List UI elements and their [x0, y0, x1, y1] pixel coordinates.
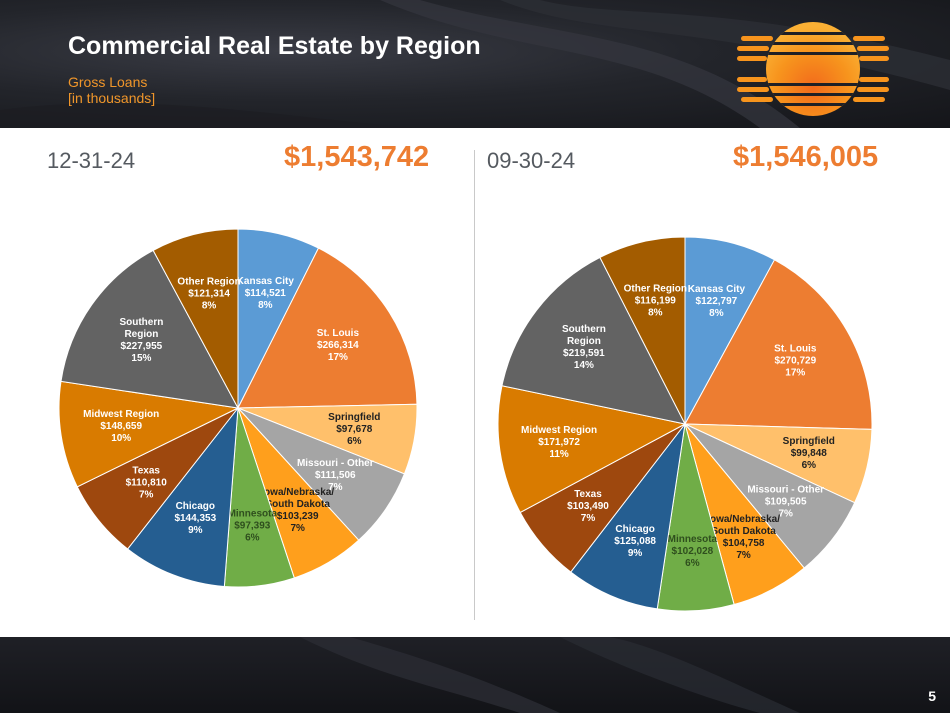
- pie-label-texas: Texas $110,810 7%: [126, 465, 168, 500]
- footer-band: [0, 637, 950, 713]
- pie-slice-other-region: [599, 236, 686, 425]
- pie-label-st-louis: St. Louis $266,314 17%: [317, 328, 360, 363]
- page-number: 5: [928, 688, 936, 704]
- pie-slice-southern-region: [60, 249, 239, 409]
- pie-label-springfield: Springfield $99,848 6%: [783, 436, 835, 471]
- left-chart-total: $1,543,742: [284, 141, 430, 173]
- pie-slice-chicago: [570, 422, 686, 610]
- pie-slice-chicago: [126, 406, 239, 588]
- pie-label-kansas-city: Kansas City $114,521 8%: [237, 276, 295, 311]
- left-chart-date: 12-31-24: [47, 148, 136, 173]
- subtitle-line-1: Gross Loans: [68, 74, 148, 90]
- slide-title: Commercial Real Estate by Region: [68, 32, 481, 60]
- pie-slice-st-louis: [237, 247, 418, 409]
- pie-label-southern-region: Southern Region $227,955 15%: [119, 317, 163, 364]
- company-logo-icon: [737, 22, 889, 116]
- pie-label-other-region: Other Region $121,314 8%: [177, 276, 240, 311]
- slide-subtitle: Gross Loans [in thousands]: [68, 74, 155, 106]
- pie-label-springfield: Springfield $97,678 6%: [328, 412, 380, 447]
- subtitle-line-2: [in thousands]: [68, 90, 156, 106]
- header-band: Commercial Real Estate by Region Gross L…: [0, 0, 950, 128]
- right-chart-total: $1,546,005: [733, 141, 879, 173]
- pie-slice-st-louis: [684, 259, 873, 430]
- pie-label-minnesota: Minnesota $102,028 6%: [668, 534, 718, 569]
- footer-swoosh-decoration: [300, 637, 800, 713]
- pie-label-midwest-region: Midwest Region $148,659 10%: [83, 409, 159, 444]
- pie-label-iowa-nebraska-south-dakota: Iowa/Nebraska/South Dakota $104,758 7%: [707, 514, 780, 561]
- pie-label-texas: Texas $103,490 7%: [567, 489, 609, 524]
- pie-slice-kansas-city: [684, 236, 776, 425]
- pie-label-kansas-city: Kansas City $122,797 8%: [688, 284, 746, 319]
- right-chart-date: 09-30-24: [487, 148, 576, 173]
- pie-label-other-region: Other Region $116,199 8%: [624, 283, 687, 318]
- pie-label-midwest-region: Midwest Region $171,972 11%: [521, 425, 597, 460]
- pie-label-chicago: Chicago $125,088 9%: [614, 524, 656, 559]
- pie-label-chicago: Chicago $144,353 9%: [174, 501, 216, 536]
- pie-label-missouri-other: Missouri - Other $109,505 7%: [747, 485, 824, 520]
- pie-label-minnesota: Minnesota $97,393 6%: [228, 508, 278, 543]
- chart-divider: [474, 150, 475, 620]
- pie-label-st-louis: St. Louis $270,729 17%: [774, 344, 817, 379]
- header-swoosh-decoration: [0, 0, 950, 128]
- pie-label-missouri-other: Missouri - Other $111,506 7%: [297, 458, 374, 493]
- pie-label-iowa-nebraska-south-dakota: Iowa/Nebraska/South Dakota $103,239 7%: [261, 487, 334, 534]
- pie-slice-midwest-region: [58, 380, 240, 488]
- pie-label-southern-region: Southern Region $219,591 14%: [562, 324, 606, 371]
- pie-slice-midwest-region: [497, 385, 687, 514]
- pie-slice-other-region: [152, 228, 239, 409]
- pie-slice-southern-region: [501, 256, 686, 425]
